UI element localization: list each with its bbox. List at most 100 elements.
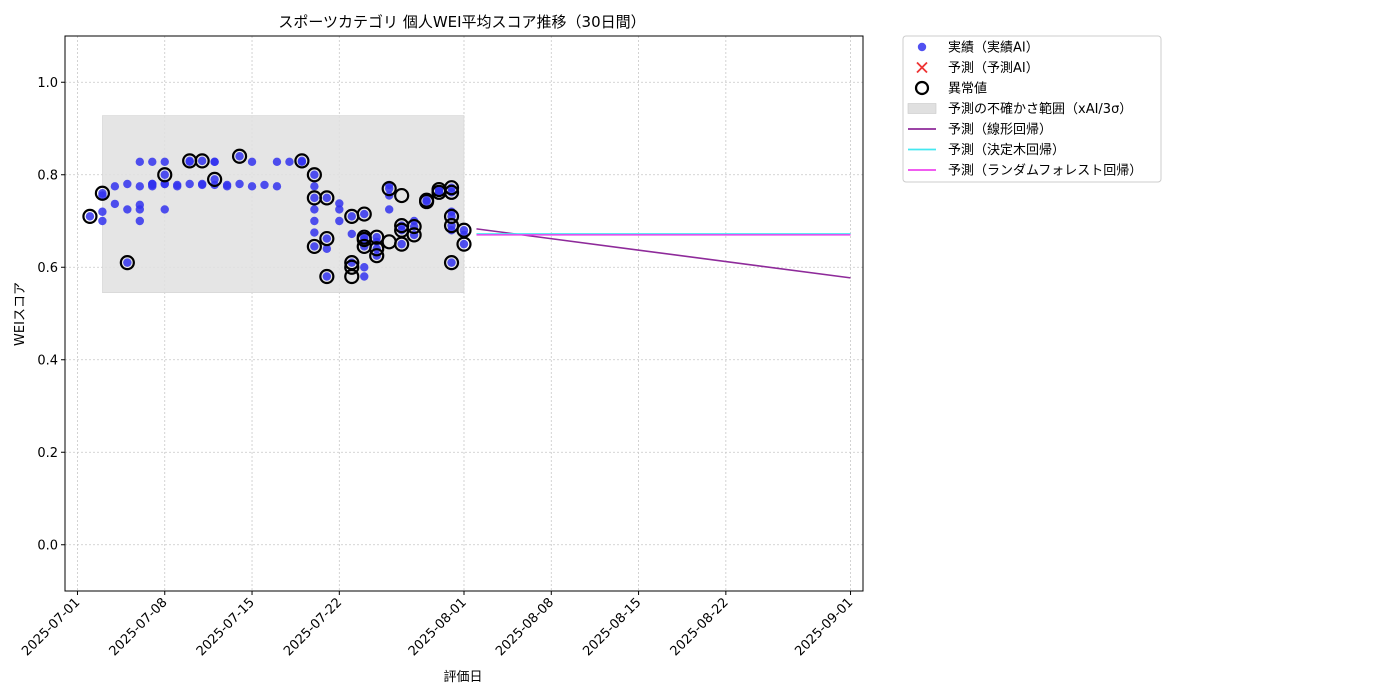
actual-point — [123, 258, 132, 267]
y-tick-label: 0.2 — [37, 446, 58, 461]
actual-point — [360, 209, 369, 219]
outlier-ring — [319, 268, 335, 285]
y-tick-label: 0.6 — [37, 261, 58, 276]
legend-label: 実績（実績AI） — [948, 40, 1039, 56]
actual-point — [335, 216, 344, 226]
actual-point — [98, 191, 107, 200]
actual-point — [85, 212, 95, 221]
x-tick-label: 2025-07-22 — [281, 595, 345, 659]
actual-point — [322, 193, 332, 203]
forecast-line — [476, 228, 851, 279]
actual-point — [135, 216, 145, 226]
x-axis-ticks: 2025-07-01 2025-07-08 2025-07-15 2025-07-22… — [19, 591, 856, 659]
x-axis-title: 評価日 — [443, 670, 482, 685]
legend-marker-point — [917, 42, 927, 52]
outlier-ring — [319, 190, 335, 206]
actual-point — [222, 180, 232, 190]
outlier-ring — [194, 153, 210, 169]
outlier-ring — [231, 148, 248, 164]
outlier-ring — [394, 236, 410, 252]
actual-point — [397, 239, 406, 249]
legend-marker-cross — [916, 61, 928, 74]
actual-point — [160, 157, 169, 166]
outlier-ring — [294, 153, 310, 169]
actual-point — [98, 216, 107, 226]
actual-point — [322, 234, 332, 243]
outlier-ring — [443, 255, 460, 271]
uncertainty-band — [102, 115, 465, 293]
outlier-ring — [406, 227, 422, 243]
ring-layer — [82, 148, 472, 285]
actual-point — [322, 272, 332, 281]
actual-point — [135, 182, 145, 191]
outlier-ring — [344, 268, 360, 285]
actual-point — [173, 182, 182, 191]
legend-frame — [902, 35, 1162, 183]
outlier-ring — [406, 218, 422, 235]
actual-point — [310, 193, 319, 203]
actual-point — [110, 182, 120, 191]
actual-point — [310, 182, 319, 191]
actual-point — [185, 156, 194, 166]
actual-point — [322, 244, 332, 253]
actual-point — [335, 199, 344, 208]
actual-point — [123, 205, 132, 214]
actual-point — [160, 170, 169, 179]
actual-point — [247, 157, 257, 166]
actual-point — [210, 157, 219, 166]
y-axis-title: WEIスコア — [13, 282, 28, 346]
outlier-ring — [207, 171, 223, 187]
actual-point — [360, 272, 369, 281]
x-tick-label: 2025-08-15 — [580, 595, 644, 659]
actual-point — [148, 157, 157, 166]
outlier-ring — [394, 187, 410, 204]
actual-point — [422, 197, 431, 206]
outlier-ring — [82, 208, 98, 224]
outlier-ring — [443, 184, 460, 200]
actual-point — [110, 199, 120, 209]
actual-point — [310, 170, 319, 179]
actual-point — [297, 157, 307, 166]
x-tick-label: 2025-07-01 — [19, 595, 83, 659]
legend-marker-ring — [914, 80, 930, 96]
x-tick-label: 2025-09-01 — [792, 595, 856, 659]
actual-point — [434, 186, 444, 196]
actual-point — [135, 157, 145, 166]
legend-label: 予測（ランダムフォレスト回帰） — [948, 163, 1142, 179]
actual-point — [360, 263, 369, 272]
legend-label: 予測（線形回帰） — [948, 122, 1052, 138]
actual-point — [310, 228, 319, 237]
outlier-ring — [356, 206, 372, 222]
y-tick-label: 0.8 — [37, 168, 58, 183]
y-tick-label: 0.0 — [37, 538, 58, 553]
outlier-ring — [369, 241, 385, 257]
actual-point — [260, 180, 269, 190]
x-tick-label: 2025-08-22 — [668, 595, 732, 659]
outlier-ring — [94, 185, 111, 201]
actual-point — [247, 182, 257, 191]
actual-point — [347, 229, 356, 239]
actual-point — [347, 212, 356, 221]
y-tick-label: 1.0 — [37, 76, 58, 91]
actual-point — [272, 157, 282, 166]
outlier-ring — [443, 180, 460, 196]
legend-label: 予測の不確かさ範囲（xAI/3σ） — [948, 101, 1132, 117]
actual-point — [160, 205, 169, 214]
outlier-ring — [319, 230, 335, 247]
x-tick-label: 2025-08-08 — [493, 595, 557, 659]
outlier-ring — [443, 208, 460, 224]
y-tick-label: 0.4 — [37, 353, 58, 368]
actual-point — [197, 180, 207, 190]
actual-point — [148, 179, 157, 189]
legend-label: 異常値 — [948, 81, 987, 97]
actual-point — [235, 152, 244, 161]
actual-point — [459, 239, 469, 249]
outlier-ring — [369, 248, 385, 264]
actual-point — [310, 242, 319, 251]
chart-title: スポーツカテゴリ 個人WEI平均スコア推移（30日間） — [278, 13, 645, 31]
x-tick-label: 2025-08-01 — [406, 595, 470, 659]
line-layer — [476, 228, 851, 279]
outlier-ring — [418, 193, 435, 210]
actual-point — [185, 179, 194, 189]
